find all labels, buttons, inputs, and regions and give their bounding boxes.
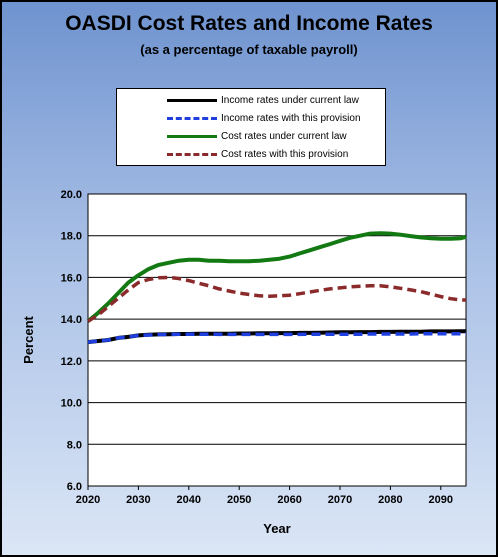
legend-swatch-cost-provision: [167, 152, 217, 156]
x-tick-label: 2030: [126, 494, 150, 506]
legend-label-income-current: Income rates under current law: [221, 94, 359, 106]
legend-swatch-income-provision: [167, 116, 217, 120]
legend-label-income-provision: Income rates with this provision: [221, 112, 361, 124]
series-line-1: [87, 331, 466, 344]
legend-swatch-income-current: [167, 98, 217, 102]
legend-item-cost-current: Cost rates under current law: [117, 127, 385, 145]
y-axis-label: Percent: [21, 315, 36, 363]
series-line-2: [86, 231, 467, 323]
x-tick-labels: 2020 2030 2040 2050 2060 2070 2080 2090: [76, 486, 453, 506]
x-tick-label: 2020: [76, 494, 100, 506]
chart-subtitle: (as a percentage of taxable payroll): [140, 42, 358, 57]
y-tick-label: 16.0: [61, 272, 82, 284]
x-axis-label: Year: [263, 521, 290, 536]
y-tick-labels: 6.0 8.0 10.0 12.0 14.0 16.0 18.0 20.0: [61, 189, 82, 493]
y-tick-label: 8.0: [67, 439, 82, 451]
y-tick-label: 12.0: [61, 356, 82, 368]
x-tick-label: 2060: [277, 494, 301, 506]
legend-item-cost-provision: Cost rates with this provision: [117, 145, 385, 163]
y-tick-label: 14.0: [61, 314, 82, 326]
x-tick-label: 2070: [328, 494, 352, 506]
series-line-3: [87, 275, 466, 323]
legend-label-cost-provision: Cost rates with this provision: [221, 148, 349, 160]
y-tick-label: 20.0: [61, 189, 82, 201]
y-tick-label: 10.0: [61, 398, 82, 410]
y-tick-label: 18.0: [61, 231, 82, 243]
chart-legend: Income rates under current law Income ra…: [116, 88, 386, 166]
chart-title: OASDI Cost Rates and Income Rates: [65, 12, 433, 35]
x-tick-label: 2080: [378, 494, 402, 506]
legend-swatch-cost-current: [167, 134, 217, 138]
series-layer: [86, 231, 467, 345]
plot-area: [87, 193, 467, 487]
legend-label-cost-current: Cost rates under current law: [221, 130, 347, 142]
x-tick-label: 2050: [227, 494, 251, 506]
x-tick-label: 2090: [429, 494, 453, 506]
y-tick-label: 6.0: [67, 481, 82, 493]
x-tick-label: 2040: [177, 494, 201, 506]
legend-item-income-provision: Income rates with this provision: [117, 109, 385, 127]
legend-item-income-current: Income rates under current law: [117, 91, 385, 109]
